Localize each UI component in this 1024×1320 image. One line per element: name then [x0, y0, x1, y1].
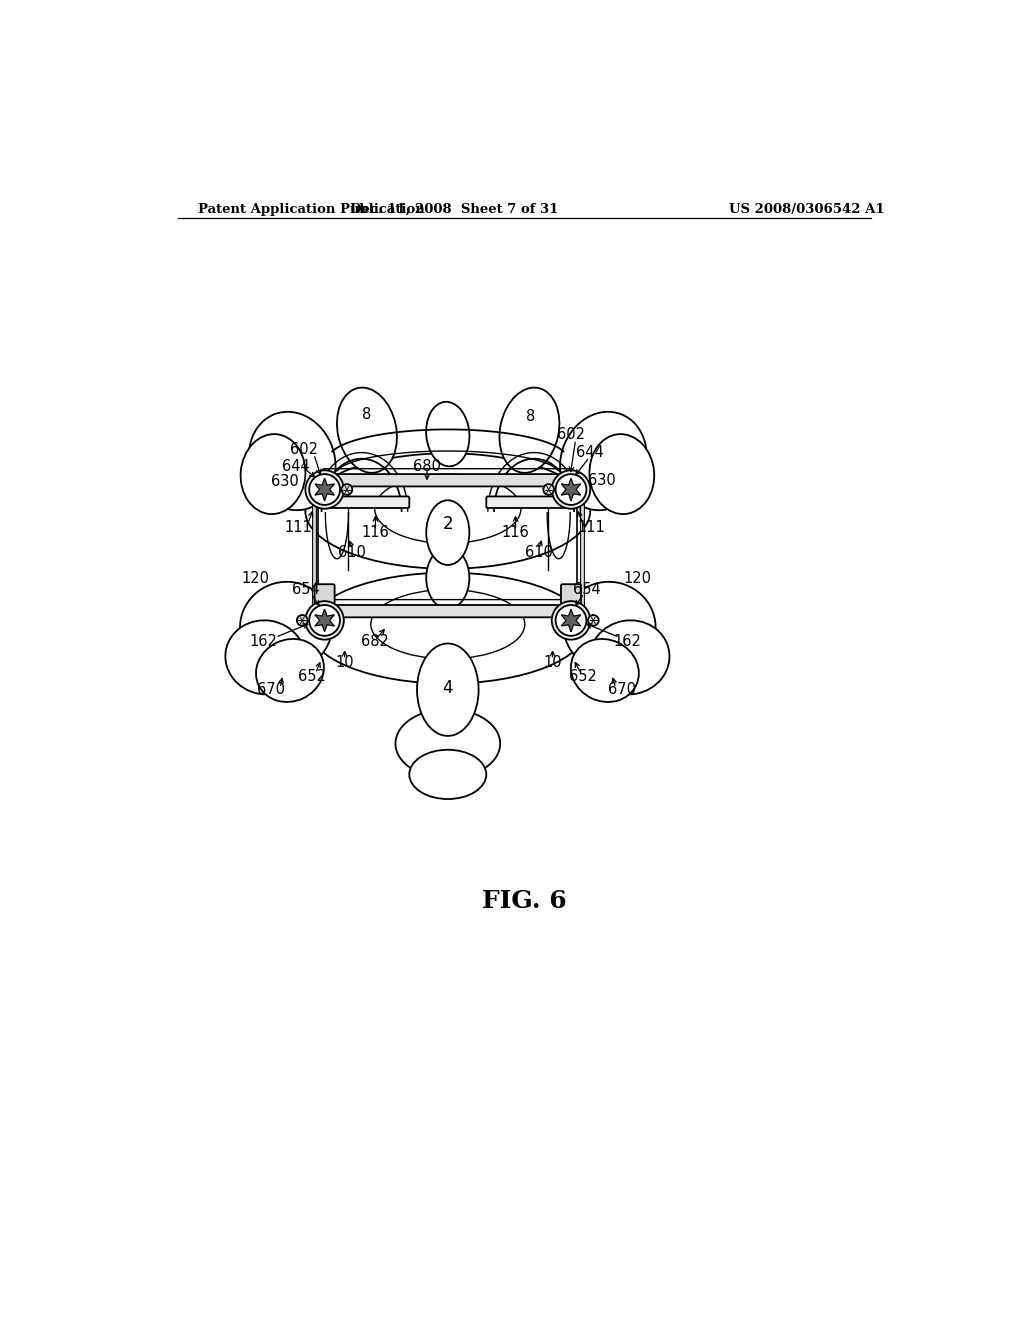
Circle shape [305, 470, 344, 508]
Text: 610: 610 [524, 545, 553, 560]
FancyBboxPatch shape [561, 585, 581, 610]
Ellipse shape [309, 573, 587, 684]
Circle shape [309, 474, 340, 504]
Text: 120: 120 [242, 570, 269, 586]
Ellipse shape [426, 548, 469, 609]
Ellipse shape [560, 412, 647, 511]
Text: 680: 680 [413, 459, 441, 474]
FancyBboxPatch shape [314, 585, 335, 610]
Ellipse shape [371, 590, 524, 659]
Text: 670: 670 [608, 682, 636, 697]
Text: US 2008/0306542 A1: US 2008/0306542 A1 [729, 203, 885, 215]
Text: Patent Application Publication: Patent Application Publication [199, 203, 425, 215]
Ellipse shape [590, 434, 654, 513]
Text: 10: 10 [543, 655, 562, 671]
Text: 120: 120 [624, 570, 651, 586]
Text: 670: 670 [257, 682, 285, 697]
Ellipse shape [426, 401, 469, 466]
Ellipse shape [417, 644, 478, 737]
Ellipse shape [249, 412, 336, 511]
Circle shape [556, 605, 587, 636]
Text: 162: 162 [613, 635, 641, 649]
Circle shape [544, 484, 554, 495]
Text: 111: 111 [285, 520, 312, 536]
Ellipse shape [590, 620, 670, 694]
Text: 602: 602 [557, 426, 585, 442]
Text: 8: 8 [362, 408, 372, 422]
Ellipse shape [571, 639, 639, 702]
FancyBboxPatch shape [486, 496, 566, 508]
Polygon shape [561, 478, 581, 500]
Ellipse shape [305, 453, 590, 569]
Text: 602: 602 [290, 442, 317, 457]
Ellipse shape [241, 434, 305, 513]
Text: 116: 116 [361, 525, 389, 540]
Circle shape [342, 484, 352, 495]
Text: 654: 654 [292, 582, 319, 597]
Ellipse shape [410, 750, 486, 799]
Ellipse shape [375, 474, 521, 544]
Circle shape [552, 470, 590, 508]
Ellipse shape [240, 582, 332, 672]
Text: Dec. 11, 2008  Sheet 7 of 31: Dec. 11, 2008 Sheet 7 of 31 [350, 203, 558, 215]
Ellipse shape [256, 639, 324, 702]
Text: 630: 630 [270, 474, 298, 490]
FancyBboxPatch shape [323, 474, 572, 487]
Polygon shape [315, 478, 334, 500]
Text: 4: 4 [442, 680, 453, 697]
Text: 644: 644 [575, 445, 603, 461]
Polygon shape [561, 610, 581, 631]
Polygon shape [315, 610, 334, 631]
Ellipse shape [426, 500, 469, 565]
Circle shape [556, 474, 587, 504]
Text: 111: 111 [578, 520, 605, 536]
Text: FIG. 6: FIG. 6 [482, 890, 567, 913]
Ellipse shape [500, 388, 559, 473]
Ellipse shape [563, 582, 655, 672]
Circle shape [552, 601, 590, 640]
Circle shape [588, 615, 599, 626]
Text: 2: 2 [442, 515, 453, 533]
Text: 610: 610 [338, 545, 367, 560]
Circle shape [305, 601, 344, 640]
Text: 630: 630 [588, 473, 615, 488]
Text: 644: 644 [283, 459, 310, 474]
Circle shape [297, 615, 307, 626]
Text: 162: 162 [250, 635, 278, 649]
Circle shape [309, 605, 340, 636]
Text: 652: 652 [569, 669, 597, 684]
Ellipse shape [225, 620, 305, 694]
Text: 8: 8 [526, 409, 536, 424]
FancyBboxPatch shape [330, 496, 410, 508]
Ellipse shape [395, 709, 500, 779]
Text: 652: 652 [298, 669, 326, 684]
Text: 116: 116 [502, 525, 529, 540]
Text: 10: 10 [335, 655, 354, 671]
Ellipse shape [337, 388, 397, 473]
Text: 682: 682 [361, 635, 389, 649]
Text: 654: 654 [572, 582, 600, 597]
FancyBboxPatch shape [323, 605, 572, 618]
